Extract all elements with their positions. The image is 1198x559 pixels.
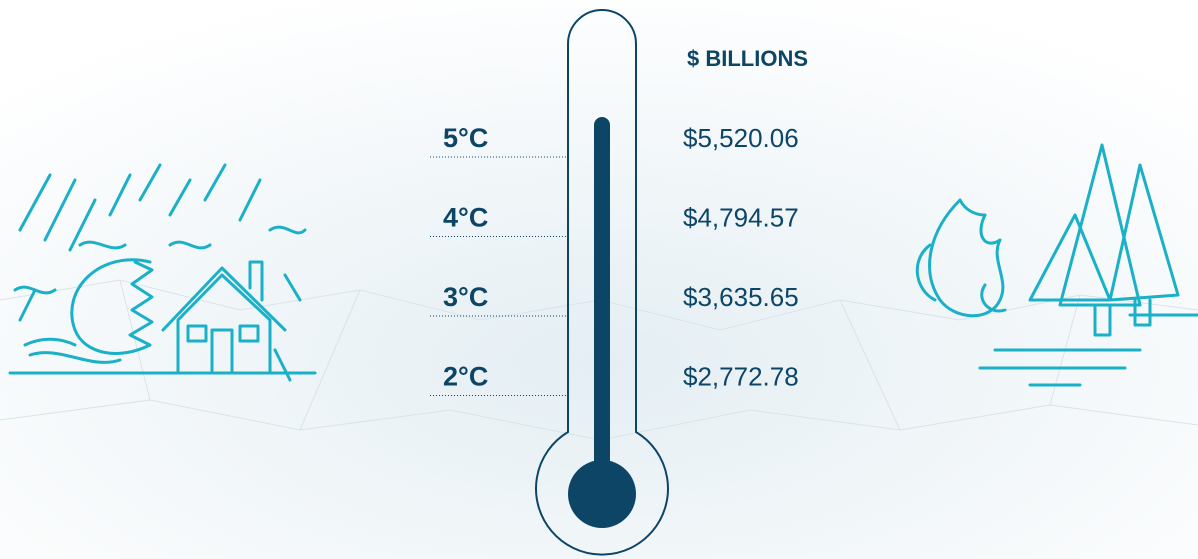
infographic: $ BILLIONS 5°C $5,520.06 4°C $4,794.57 3°C $3… [0, 0, 1198, 559]
cost-value: $4,794.57 [683, 203, 799, 233]
thermometer-column [594, 117, 610, 477]
column-header: $ BILLIONS [687, 46, 808, 71]
temperature-label: 2°C [443, 362, 488, 392]
temperature-label: 5°C [443, 123, 488, 153]
thermometer-bulb [568, 460, 636, 528]
cost-value: $2,772.78 [683, 362, 799, 392]
temperature-label: 4°C [443, 203, 488, 233]
temperature-label: 3°C [443, 282, 488, 312]
cost-value: $3,635.65 [683, 282, 799, 312]
cost-value: $5,520.06 [683, 123, 799, 153]
